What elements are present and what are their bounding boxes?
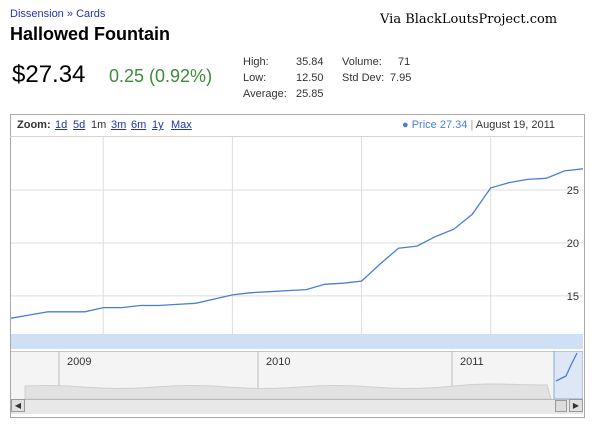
navigator-year-label: 2010 xyxy=(266,356,290,368)
stat-low-label: Low: xyxy=(243,72,267,84)
legend-series: Price 27.34 xyxy=(411,119,468,131)
navigator-history-area xyxy=(24,383,552,399)
scroll-thumb[interactable] xyxy=(555,400,567,412)
stat-high-value: 35.84 xyxy=(296,56,324,68)
legend-divider: | xyxy=(470,119,474,131)
y-tick-label: 20 xyxy=(567,238,579,250)
zoom-1m[interactable]: 1m xyxy=(91,119,107,131)
stat-average-label: Average: xyxy=(243,88,287,100)
page-title: Hallowed Fountain xyxy=(10,24,170,44)
scroll-right-icon[interactable]: ▶ xyxy=(569,399,583,412)
chart-toolbar: Zoom: 1d 5d 1m 3m 6m 1y Max ● Price 27.3… xyxy=(10,114,583,137)
zoom-1d[interactable]: 1d xyxy=(55,119,68,131)
legend-dot-icon: ● xyxy=(402,119,409,131)
navigator-year-label: 2009 xyxy=(67,356,91,368)
zoom-label: Zoom: xyxy=(17,119,51,131)
breadcrumb: Dissension » Cards xyxy=(10,8,105,20)
zoom-3m[interactable]: 3m xyxy=(111,119,127,131)
price-change: 0.25 (0.92%) xyxy=(109,66,213,86)
y-tick-label: 25 xyxy=(567,185,579,197)
stat-low-value: 12.50 xyxy=(296,72,324,84)
navigator-year-label: 2011 xyxy=(460,356,484,368)
stat-stddev-value: 7.95 xyxy=(390,72,412,84)
legend-date: August 19, 2011 xyxy=(475,119,556,131)
x-axis-strip xyxy=(11,334,583,349)
zoom-6m[interactable]: 6m xyxy=(131,119,147,131)
stat-volume-value: 71 xyxy=(398,56,411,68)
price-line xyxy=(11,168,583,319)
navigator-scrollbar[interactable] xyxy=(11,399,583,414)
legend: ● Price 27.34 | August 19, 2011 xyxy=(402,119,555,131)
current-price: $27.34 xyxy=(12,61,86,88)
stat-stddev-label: Std Dev: xyxy=(342,72,385,84)
navigator-chart: 2009 2010 2011 xyxy=(24,351,583,399)
zoom-5d[interactable]: 5d xyxy=(73,119,86,131)
watermark-text: Via BlackLoutsProject.com xyxy=(380,12,558,27)
y-tick-label: 15 xyxy=(567,291,579,303)
zoom-1y[interactable]: 1y xyxy=(152,119,164,131)
scroll-left-icon[interactable]: ◀ xyxy=(11,399,25,412)
stat-high-label: High: xyxy=(243,56,269,68)
breadcrumb-separator: » xyxy=(66,8,73,20)
breadcrumb-link-dissension[interactable]: Dissension xyxy=(10,8,64,20)
stat-average-value: 25.85 xyxy=(296,88,324,100)
navigator-selection xyxy=(553,351,583,399)
zoom-max[interactable]: Max xyxy=(171,119,192,131)
price-chart: Jul 24Jul 31Aug 7Aug 14152025 xyxy=(11,137,583,349)
breadcrumb-link-cards[interactable]: Cards xyxy=(76,8,106,20)
navigator-selected-line xyxy=(555,352,578,382)
stat-volume-label: Volume: xyxy=(342,56,382,68)
